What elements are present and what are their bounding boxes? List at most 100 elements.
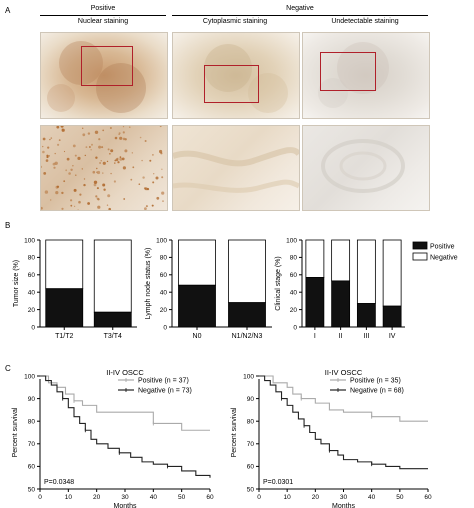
stain-dot [114,136,118,140]
y-tick-label: 80 [290,255,298,262]
stain-dot [44,190,49,194]
stain-dot [122,137,126,141]
y-tick-label: 40 [28,290,36,297]
stain-dot [90,149,92,151]
y-tick-label: 60 [290,272,298,279]
stain-dot [149,159,152,162]
stain-dot [84,154,86,157]
stain-dot [72,144,76,148]
stain-dot [141,159,143,162]
y-tick-label: 0 [293,324,297,331]
stain-dot [99,162,102,164]
stain-dot [61,207,64,210]
x-tick-label: 60 [424,494,432,501]
stain-dot [58,139,61,141]
y-axis-title: Tumor size (%) [13,260,20,307]
x-axis-title: Months [332,503,355,508]
micrograph-nuclear-zoom [40,125,168,211]
header-cytoplasmic-staining: Cytoplasmic staining [202,18,268,25]
y-tick-label: 70 [247,441,255,448]
legend-swatch [412,241,428,250]
stain-dot [95,156,98,159]
stain-dot [131,152,133,154]
y-tick-label: 40 [160,290,168,297]
stain-dot [155,176,159,180]
stain-dot [103,188,106,191]
stain-dot [118,133,120,136]
stain-dot [50,199,52,201]
stain-dot [54,152,56,155]
tissue-texture-cytoplasmic-zoom [173,147,299,193]
legend-label: Positive (n = 37) [138,378,189,385]
stain-dot [70,168,73,171]
stain-dot [97,198,100,201]
stain-dot [122,166,126,170]
stain-dot [73,188,77,192]
stain-dot [144,207,147,210]
micrograph-undetectable-zoom [302,125,430,211]
region-of-interest-box [204,65,259,103]
stain-dot [107,194,111,198]
x-tick-label: I [314,333,316,340]
stain-dot [161,191,165,195]
stain-dot [159,126,162,128]
stain-dot [65,169,68,172]
stain-dot [66,157,70,161]
stain-dot [109,153,111,155]
stain-dot [100,160,102,162]
header-negative-rule [172,15,428,16]
x-tick-label: N0 [193,333,202,340]
y-tick-label: 80 [160,255,168,262]
x-tick-label: 30 [340,494,348,501]
stain-dot [159,149,163,154]
stain-dot [117,157,119,159]
y-tick-label: 100 [24,373,35,380]
stain-dot [117,161,120,164]
stain-dot [161,168,163,170]
stain-dot [83,178,86,180]
stain-dot [144,187,148,191]
y-tick-label: 90 [247,396,255,403]
stain-dot [132,166,135,169]
y-tick-label: 100 [243,373,254,380]
stain-dot [75,174,77,176]
y-tick-label: 20 [28,307,36,314]
nuclear-stain-dots [41,126,165,210]
stain-dot [108,207,111,210]
stain-dot [106,160,109,163]
stain-dot [96,197,99,200]
legend-label: Positive (n = 35) [350,378,401,385]
y-tick-label: 20 [160,307,168,314]
bar-negative [305,239,325,278]
stain-dot [77,209,79,210]
bar-negative [178,239,216,286]
chart-title: II-IV OSCC [106,368,144,377]
stain-dot [49,138,51,141]
y-axis-title: Clinical stage (%) [275,256,282,310]
stain-dot [102,172,104,174]
bar-positive [305,277,325,328]
stain-dot [63,150,66,153]
header-negative: Negative [286,5,314,12]
stain-dot [113,180,116,183]
stain-dot [47,146,50,149]
stain-dot [161,176,164,179]
y-tick-label: 0 [31,324,35,331]
stain-dot [68,172,71,175]
x-axis-title: Months [114,503,137,508]
y-tick-label: 90 [28,396,36,403]
panel-label-c: C [5,364,11,373]
y-tick-label: 40 [290,290,298,297]
bar-negative [356,239,376,304]
stain-dot [151,204,154,207]
stain-dot [119,156,122,158]
y-axis-title: Percent survival [231,407,238,457]
stain-dot [153,173,155,175]
stain-dot [109,127,112,129]
x-tick-label: 20 [93,494,101,501]
bar-negative [228,239,266,304]
tissue-texture-undetectable-overview [318,42,389,108]
stain-dot [98,145,102,149]
y-tick-label: 80 [28,419,36,426]
p-value-annotation: P=0.0301 [263,479,293,486]
